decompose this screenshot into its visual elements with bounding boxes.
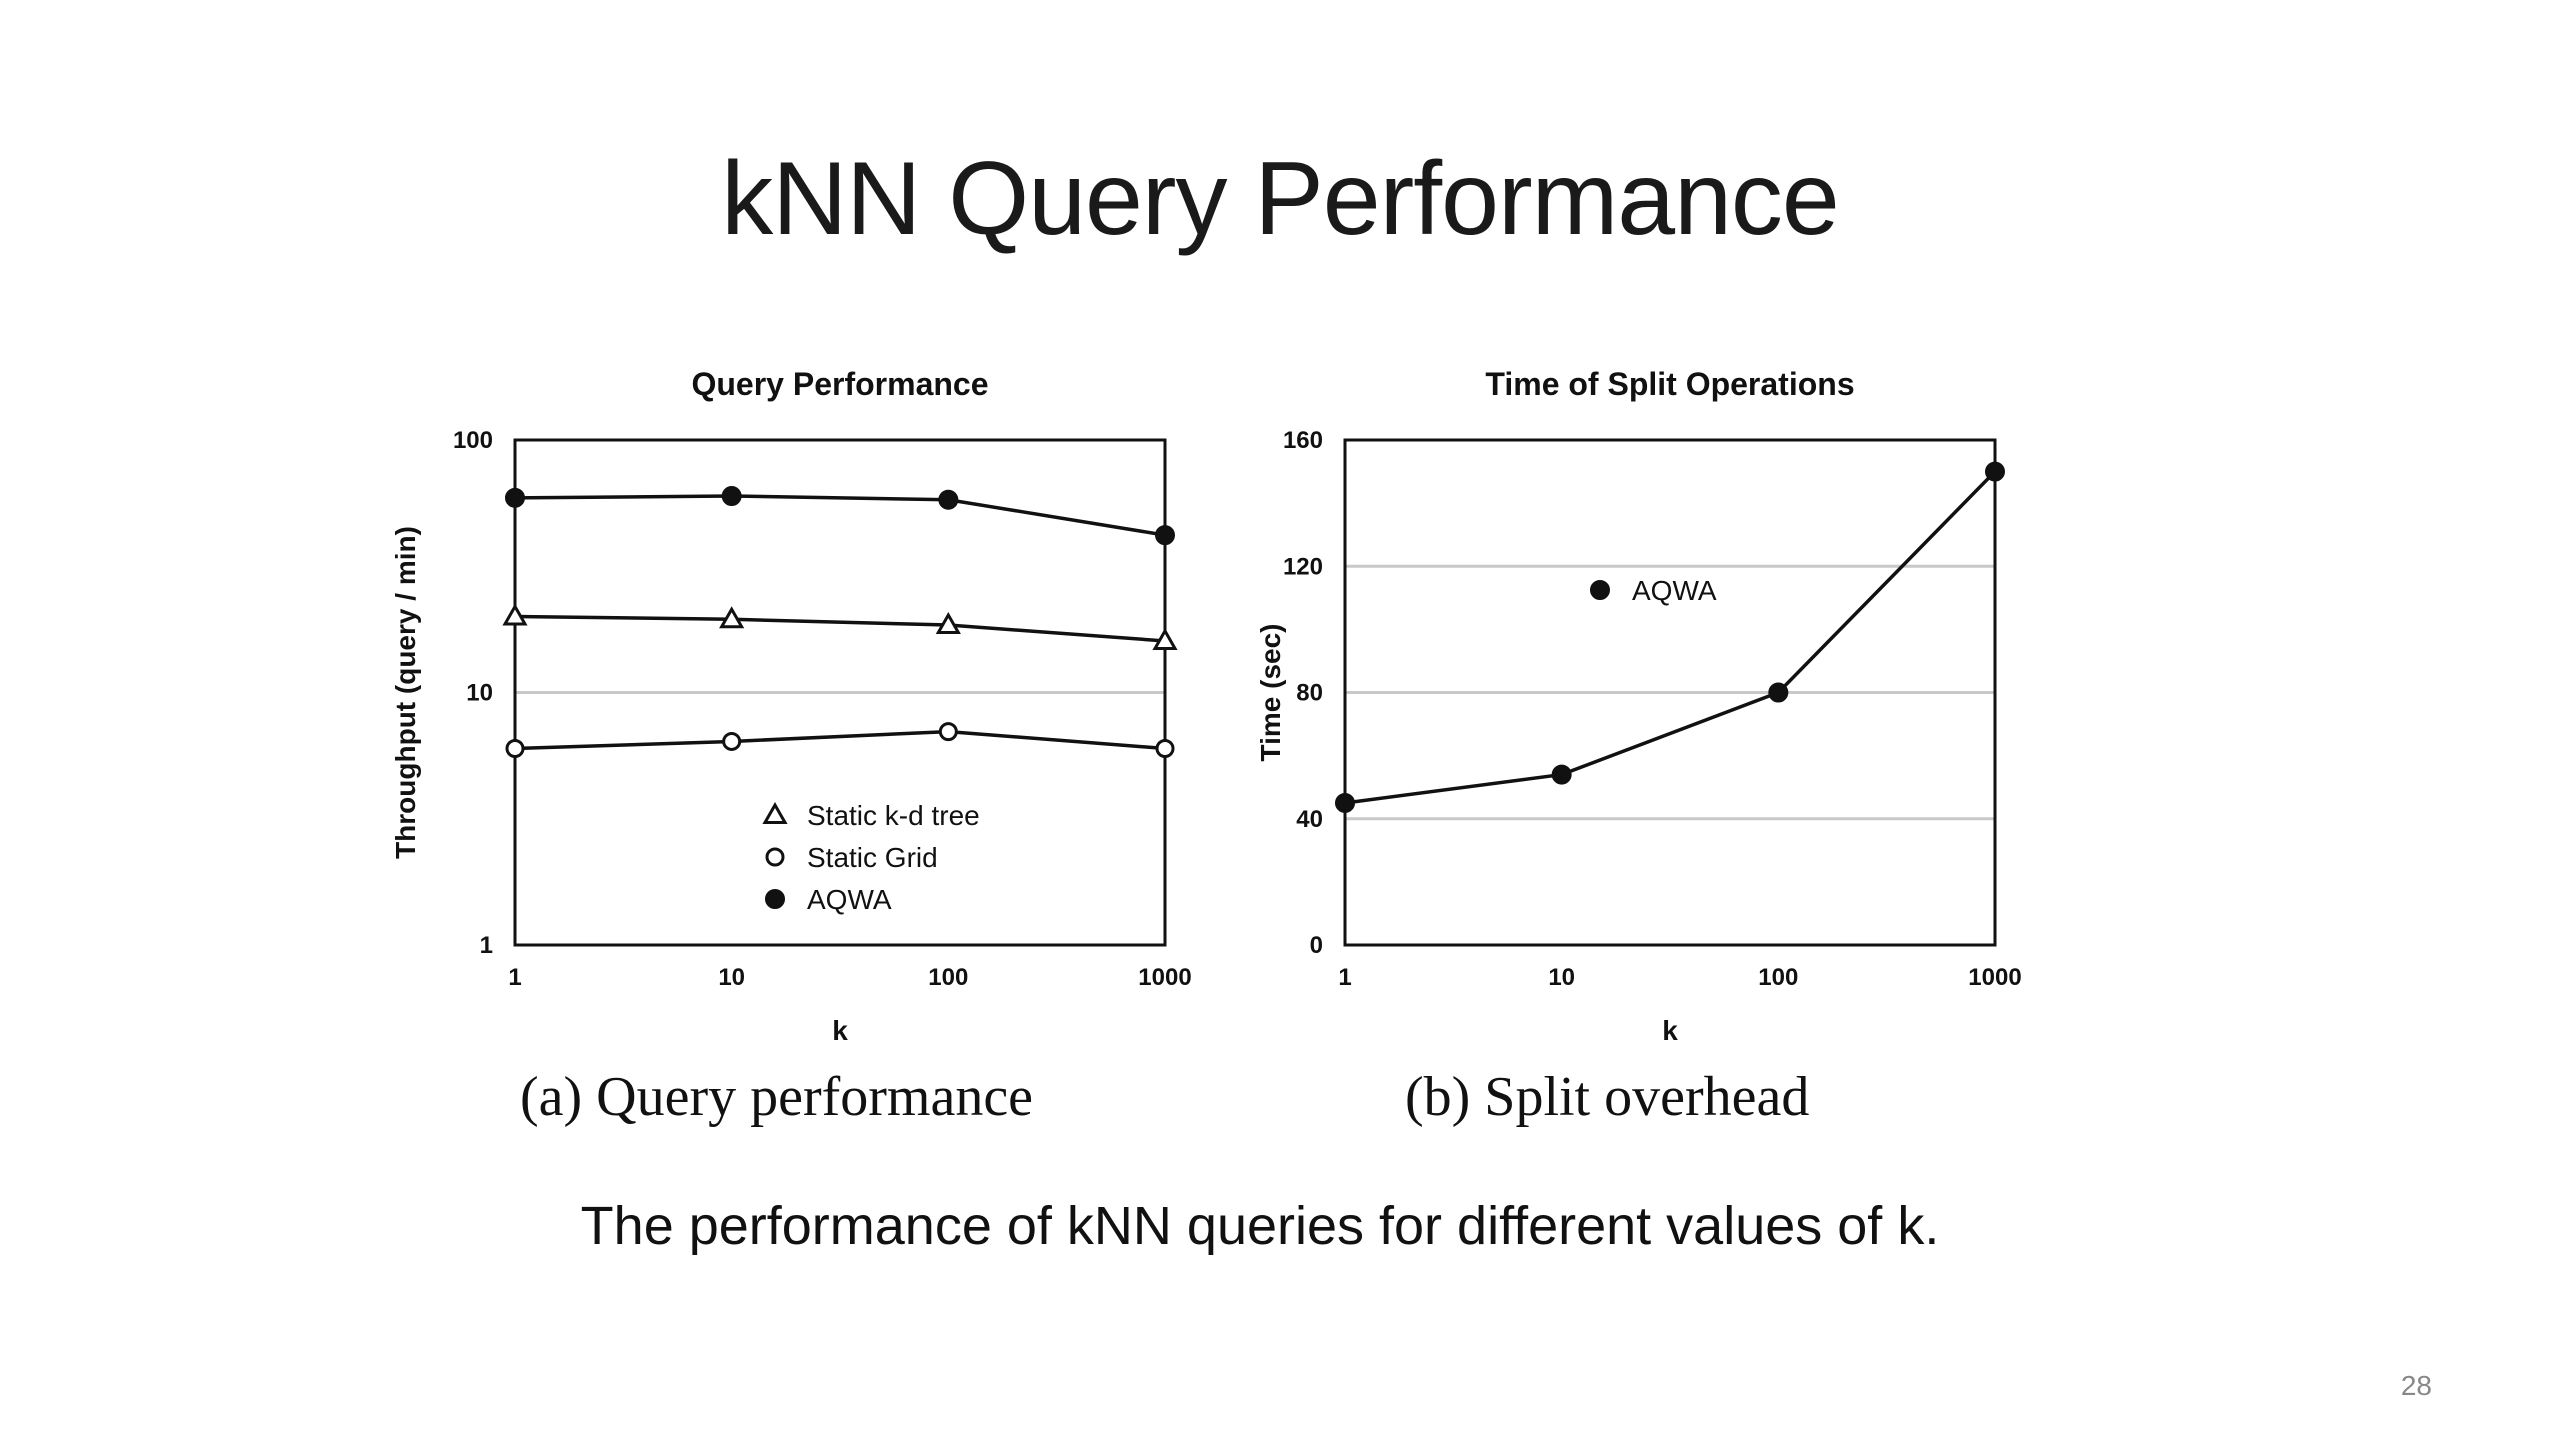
x-axis-label: k [832, 1015, 848, 1046]
data-point [502, 603, 528, 626]
data-point [1155, 525, 1175, 546]
chart-title: Time of Split Operations [1485, 366, 1854, 402]
legend-label: Static k-d tree [807, 800, 980, 831]
query-performance-chart-svg: Query Performance 1 10 100 1 10 100 1000 k Throug… [390, 366, 1192, 1128]
legend-item: AQWA [1590, 575, 1717, 606]
legend-label: AQWA [807, 884, 892, 915]
y-tick-label: 1 [480, 932, 493, 959]
data-point [938, 489, 959, 510]
x-tick-label: 10 [718, 964, 745, 991]
series-line [514, 614, 1166, 643]
legend-marker [1590, 580, 1610, 600]
x-tick-label: 1000 [1968, 964, 2021, 991]
data-point [722, 731, 742, 751]
data-point [505, 487, 525, 508]
sub-caption: (b) Split overhead [1405, 1066, 1809, 1128]
slide-caption: The performance of kNN queries for diffe… [580, 1196, 1940, 1256]
page-number: 28 [2400, 1370, 2432, 1401]
data-point [1768, 682, 1789, 703]
y-tick-label: 80 [1296, 680, 1323, 707]
y-axis-label: Throughput (query / min) [390, 526, 421, 859]
legend-item: Static k-d tree [762, 800, 980, 831]
data-point [938, 722, 958, 742]
legend-marker [765, 889, 785, 909]
legend-marker [765, 847, 785, 867]
legend-item: AQWA [765, 884, 892, 915]
y-tick-label: 0 [1310, 932, 1323, 959]
slide-title: kNN Query Performance [721, 141, 1840, 257]
x-tick-label: 1000 [1138, 964, 1191, 991]
x-tick-label: 10 [1548, 964, 1575, 991]
legend-label: AQWA [1632, 575, 1717, 606]
y-tick-label: 40 [1296, 806, 1323, 833]
data-point [1155, 739, 1175, 759]
sub-caption: (a) Query performance [520, 1066, 1033, 1128]
x-tick-label: 1 [1338, 964, 1351, 991]
series-line [514, 729, 1166, 751]
plot-frame [513, 438, 1167, 947]
query-performance-chart: Query Performance 1 10 100 1 10 100 1000 k Throug… [370, 340, 1192, 1128]
data-point [505, 739, 525, 759]
y-tick-label: 120 [1283, 553, 1323, 580]
split-overhead-chart-svg: Time of Split Operations 0 40 80 120 160 1 10 10… [1255, 366, 2022, 1128]
x-tick-label: 1 [508, 964, 521, 991]
y-tick-label: 10 [466, 680, 493, 707]
data-point [1335, 792, 1355, 813]
data-point [1152, 627, 1178, 650]
data-point [1551, 764, 1572, 785]
chart-title: Query Performance [691, 366, 988, 402]
x-tick-label: 100 [928, 964, 968, 991]
y-axis-label: Time (sec) [1255, 624, 1286, 762]
data-point [721, 486, 742, 507]
x-axis-label: k [1662, 1015, 1678, 1046]
plot-frame [1343, 438, 1997, 947]
legend-item: Static Grid [765, 842, 938, 873]
data-point [719, 606, 745, 629]
split-overhead-chart: Time of Split Operations 0 40 80 120 160 1 10 10… [1200, 340, 2022, 1128]
y-tick-label: 100 [453, 427, 493, 454]
data-point [1985, 461, 2005, 482]
series-line [514, 494, 1166, 537]
series-line [1344, 470, 1997, 805]
y-tick-label: 160 [1283, 427, 1323, 454]
x-tick-label: 100 [1758, 964, 1798, 991]
legend-label: Static Grid [807, 842, 938, 873]
legend-marker [762, 801, 788, 824]
data-point [935, 612, 961, 635]
